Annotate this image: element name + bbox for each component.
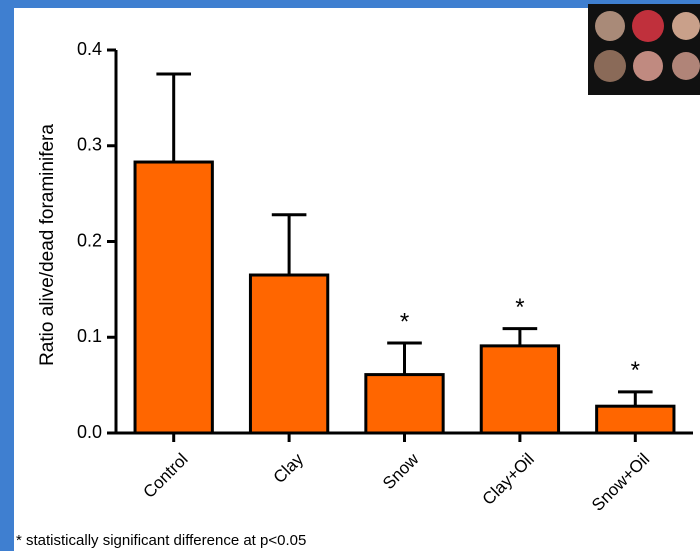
y-axis-label: Ratio alive/dead foraminifera	[37, 124, 58, 366]
footnote: * statistically significant difference a…	[16, 532, 306, 549]
chart: Ratio alive/dead foraminifera * statisti…	[0, 0, 700, 551]
inset-photo	[588, 4, 700, 95]
y-tick-label: 0.0	[77, 422, 102, 442]
bar	[366, 375, 443, 433]
bar	[597, 406, 674, 433]
bar	[481, 346, 558, 433]
significance-marker: *	[631, 357, 640, 384]
significance-marker: *	[515, 294, 524, 321]
y-tick-label: 0.1	[77, 326, 102, 346]
significance-marker: *	[400, 308, 409, 335]
y-tick-label: 0.4	[77, 39, 102, 59]
y-tick-label: 0.2	[77, 230, 102, 250]
y-tick-label: 0.3	[77, 135, 102, 155]
bar	[135, 162, 212, 433]
bar	[250, 275, 327, 433]
